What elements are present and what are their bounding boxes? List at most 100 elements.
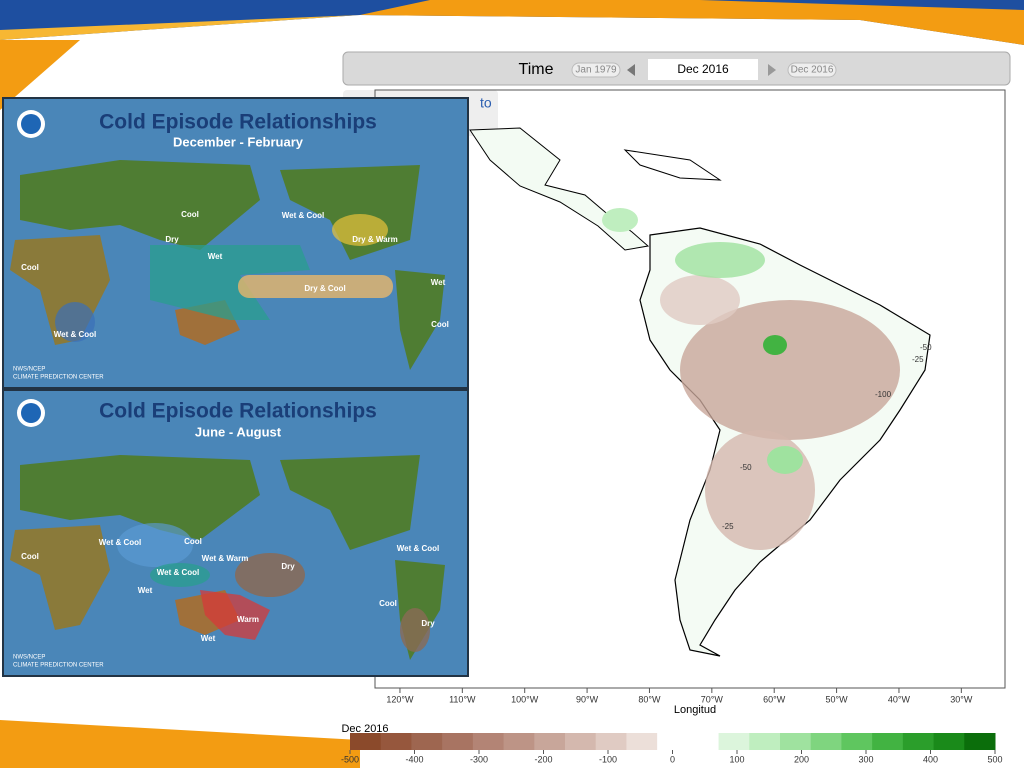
- colorbar-cell: [657, 733, 689, 750]
- colorbar-cell: [626, 733, 658, 750]
- prev-arrow[interactable]: [627, 64, 635, 76]
- region-label: Dry: [281, 562, 295, 571]
- dry-area: [680, 300, 900, 440]
- credit: NWS/NCEP: [13, 367, 45, 373]
- x-tick-label: 40°W: [888, 694, 911, 704]
- wet-region: [150, 563, 210, 587]
- date-field[interactable]: [648, 59, 758, 80]
- colorbar-cell: [565, 733, 597, 750]
- colorbar-cell: [749, 733, 781, 750]
- colorbar-tick-label: 200: [794, 754, 809, 764]
- region-label: Wet: [208, 252, 223, 261]
- region-label: Cool: [21, 552, 39, 561]
- inset-season: December - February: [173, 134, 304, 149]
- region-label: Cool: [431, 320, 449, 329]
- region-label: Wet & Warm: [202, 554, 249, 563]
- colorbar-tick-label: 300: [858, 754, 873, 764]
- region-label: Cool: [379, 599, 397, 608]
- start-date[interactable]: Jan 1979: [575, 65, 617, 76]
- continent: [20, 160, 260, 250]
- colorbar-tick-label: -100: [599, 754, 617, 764]
- contour-label: -50: [740, 463, 752, 472]
- dry-area: [660, 275, 740, 325]
- x-tick-label: 60°W: [763, 694, 786, 704]
- x-tick-label: 30°W: [950, 694, 973, 704]
- dry-region: [235, 553, 305, 597]
- colorbar-cell: [595, 733, 627, 750]
- region-label: Dry: [421, 619, 435, 628]
- current-date[interactable]: Dec 2016: [677, 62, 729, 76]
- noaa-logo: [21, 114, 41, 134]
- colorbar-cell: [411, 733, 443, 750]
- colorbar-cell: [503, 733, 535, 750]
- corner-stripe: [0, 40, 80, 110]
- warm-region: [332, 214, 388, 246]
- colorbar-cell: [442, 733, 474, 750]
- colorbar-cell: [872, 733, 904, 750]
- end-button[interactable]: [787, 62, 837, 78]
- x-tick-label: 90°W: [576, 694, 599, 704]
- colorbar-title: Dec 2016: [341, 723, 388, 735]
- colorbar-cell: [933, 733, 965, 750]
- inset-season: June - August: [195, 424, 282, 439]
- cool-region: [117, 523, 193, 567]
- region-label: Dry: [165, 235, 179, 244]
- credit: NWS/NCEP: [13, 655, 45, 661]
- credit: CLIMATE PREDICTION CENTER: [13, 663, 104, 669]
- top-stripe: [360, 0, 1024, 45]
- dry-region: [400, 608, 430, 652]
- wet-area: [602, 208, 638, 232]
- colorbar-cell: [718, 733, 750, 750]
- wet-area: [767, 446, 803, 474]
- region-label: Cool: [21, 263, 39, 272]
- continent: [20, 455, 260, 540]
- wet-region: [150, 245, 310, 320]
- region-label: Dry & Warm: [352, 235, 398, 244]
- colorbar-tick-label: -400: [405, 754, 423, 764]
- top-stripe: [0, 15, 360, 40]
- noaa-logo: [21, 403, 41, 423]
- x-tick-label: 100°W: [511, 694, 539, 704]
- next-arrow[interactable]: [768, 64, 776, 76]
- region-label: Warm: [237, 615, 259, 624]
- x-tick-label: 110°W: [449, 694, 476, 704]
- region-label: Dry & Cool: [304, 284, 345, 293]
- colorbar-tick-label: 100: [729, 754, 744, 764]
- contour-label: -50: [920, 343, 932, 352]
- region-label: Cool: [181, 210, 199, 219]
- colorbar-cell: [350, 733, 382, 750]
- colorbar-cell: [534, 733, 566, 750]
- x-tick-label: 70°W: [701, 694, 724, 704]
- contour-label: -25: [722, 522, 734, 531]
- start-button[interactable]: [571, 62, 621, 78]
- continent: [395, 270, 445, 370]
- colorbar-cell: [380, 733, 412, 750]
- wet-area: [675, 242, 765, 278]
- x-tick-label: 120°W: [386, 694, 414, 704]
- end-date[interactable]: Dec 2016: [791, 65, 834, 76]
- region-label: Wet & Cool: [99, 538, 142, 547]
- region-label: Cool: [184, 537, 202, 546]
- dry-area: [705, 430, 815, 550]
- colorbar-tick-label: 0: [670, 754, 675, 764]
- colorbar-tick-label: 500: [987, 754, 1002, 764]
- wet-area: [763, 335, 787, 355]
- continent: [10, 525, 110, 630]
- colorbar-tick-label: -500: [341, 754, 359, 764]
- caribbean: [623, 149, 722, 181]
- colorbar-cell: [902, 733, 935, 750]
- x-tick-label: 80°W: [638, 694, 661, 704]
- colorbar-cell: [472, 733, 505, 750]
- colorbar-cell: [780, 733, 812, 750]
- colorbar-cell: [964, 733, 996, 750]
- colorbar-tick-label: -300: [470, 754, 488, 764]
- dry-region: [238, 275, 393, 298]
- colorbar-cell: [841, 733, 873, 750]
- cool-region: [55, 302, 95, 342]
- warm-region: [200, 590, 270, 640]
- contour-label: -25: [912, 355, 924, 364]
- colorbar-tick-label: 400: [923, 754, 938, 764]
- region-label: Wet & Cool: [397, 544, 440, 553]
- time-label: Time: [519, 61, 554, 78]
- colorbar-cell: [687, 733, 720, 750]
